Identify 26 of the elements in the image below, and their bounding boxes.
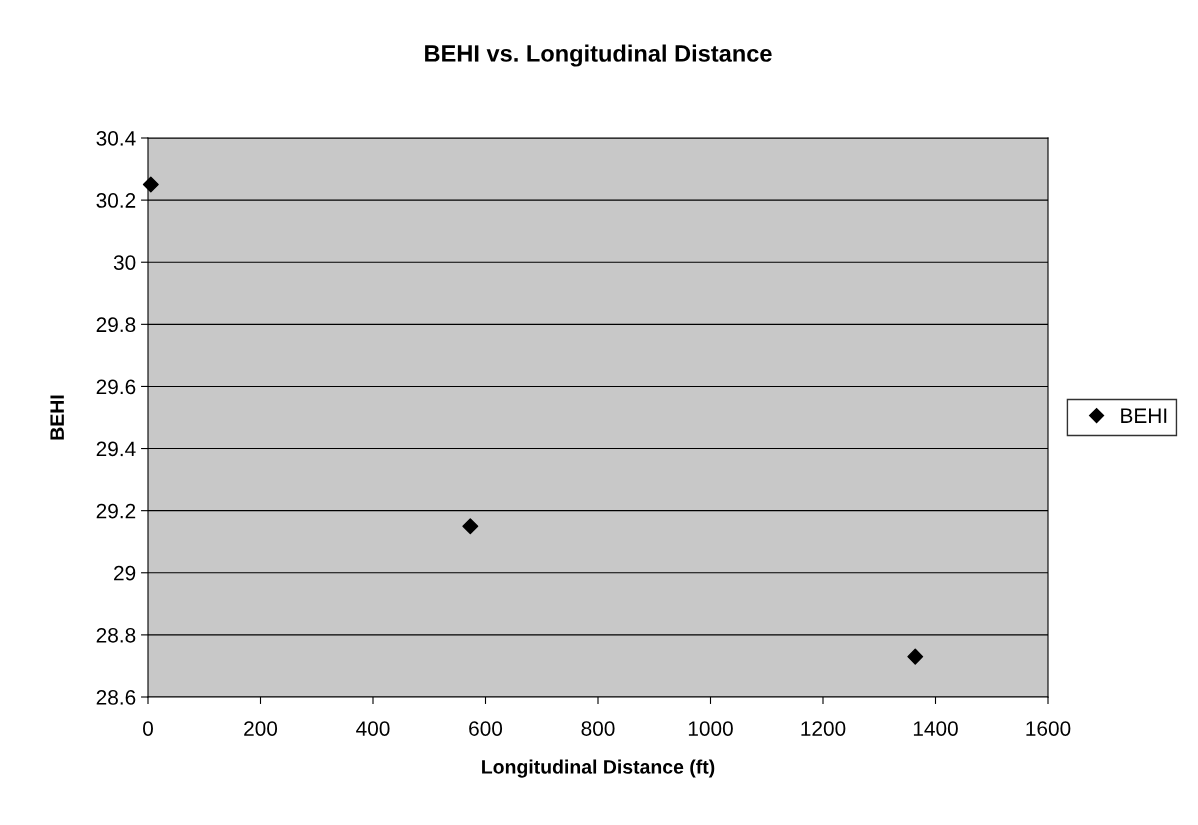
x-tick-label: 1600 — [1026, 721, 1071, 736]
y-tick-label: 28.6 — [96, 690, 136, 705]
x-tick-label: 400 — [356, 721, 390, 736]
y-tick-label: 28.8 — [96, 627, 136, 643]
y-tick-label: 29.2 — [96, 503, 136, 519]
y-tick-label: 30 — [113, 255, 136, 270]
y-axis-title: BEHI — [50, 395, 64, 440]
y-tick-label: 29.8 — [96, 317, 136, 333]
x-tick-label: 600 — [469, 721, 503, 736]
y-tick-label: 30.2 — [96, 193, 136, 208]
y-tick-label: 29 — [114, 565, 136, 581]
y-tick-label: 29.6 — [96, 379, 136, 395]
x-tick-label: 800 — [581, 721, 615, 736]
x-axis-title: Longitudinal Distance (ft) — [482, 759, 715, 778]
point — [907, 648, 924, 665]
x-tick-label: 0 — [143, 721, 153, 736]
x-tick-label: 1200 — [801, 721, 846, 736]
chart-title: BEHI vs. Longitudinal Distance — [425, 44, 772, 67]
point — [462, 518, 479, 535]
legend-label: BEHI — [1121, 408, 1167, 423]
point — [142, 176, 159, 193]
x-tick-label: 200 — [244, 721, 278, 736]
y-tick-label: 29.4 — [96, 441, 136, 457]
x-tick-label: 1000 — [688, 721, 733, 736]
y-tick-label: 30.4 — [96, 131, 136, 146]
x-tick-label: 1400 — [913, 721, 958, 736]
